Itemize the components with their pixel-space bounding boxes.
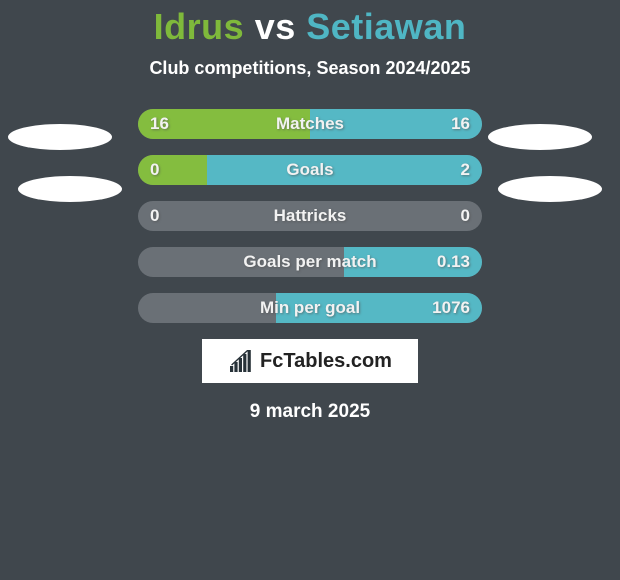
stat-label: Hattricks: [274, 201, 347, 231]
stat-row: Min per goal 1076: [138, 293, 482, 323]
title-player2: Setiawan: [306, 6, 466, 47]
stat-value-left: 0: [150, 201, 159, 231]
stat-value-left: 16: [150, 109, 169, 139]
comparison-infographic: Idrus vs Setiawan Club competitions, Sea…: [0, 0, 620, 580]
stat-value-right: 0: [461, 201, 470, 231]
stat-bars: Matches 16 16 Goals 0 2 Hattricks 0 0 Goals per m…: [0, 109, 620, 323]
bar-chart-icon: [228, 350, 254, 372]
stat-row: Goals per match 0.13: [138, 247, 482, 277]
stat-value-right: 16: [451, 109, 470, 139]
stat-label: Goals: [286, 155, 333, 185]
stat-value-left: 0: [150, 155, 159, 185]
stat-value-right: 0.13: [437, 247, 470, 277]
brand-badge: FcTables.com: [202, 339, 418, 383]
stat-row: Goals 0 2: [138, 155, 482, 185]
stat-bar-fill-right: [207, 155, 482, 185]
stat-value-right: 2: [461, 155, 470, 185]
title-player1: Idrus: [154, 6, 245, 47]
stat-label: Goals per match: [243, 247, 376, 277]
stat-bar-fill-left: [138, 155, 207, 185]
page-title: Idrus vs Setiawan: [0, 0, 620, 48]
stat-label: Min per goal: [260, 293, 360, 323]
stat-value-right: 1076: [432, 293, 470, 323]
stat-row: Hattricks 0 0: [138, 201, 482, 231]
subtitle: Club competitions, Season 2024/2025: [0, 58, 620, 79]
stat-label: Matches: [276, 109, 344, 139]
brand-text: FcTables.com: [260, 350, 392, 373]
stat-row: Matches 16 16: [138, 109, 482, 139]
date-text: 9 march 2025: [0, 401, 620, 423]
title-vs: vs: [255, 6, 296, 47]
